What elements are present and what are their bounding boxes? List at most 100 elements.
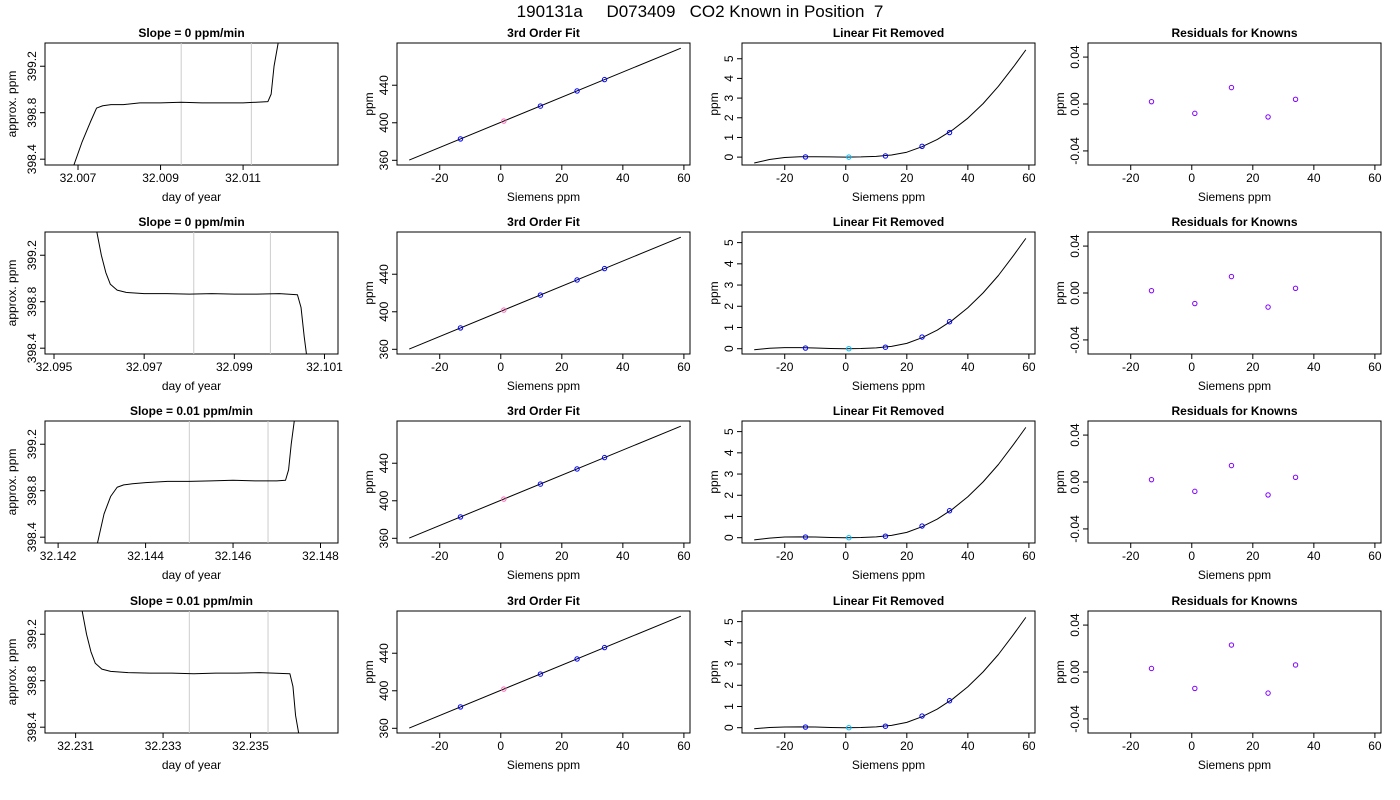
x-tick-label: 0	[497, 739, 504, 753]
y-tick-label: 0.04	[1068, 423, 1082, 447]
y-axis-label: ppm	[707, 470, 721, 493]
x-axis-label: Siemens ppm	[1198, 379, 1271, 393]
plot-frame	[741, 420, 1036, 544]
y-tick-label: 5	[722, 428, 736, 435]
y-tick-label: 1	[722, 324, 736, 331]
x-tick-label: 32.233	[145, 739, 182, 753]
panel-3-4: Residuals for Knowns -20 0 20 40 60 -0.04 0.00 0…	[1053, 404, 1382, 582]
plot-frame	[1087, 610, 1382, 734]
y-tick-label: -0.04	[1068, 705, 1082, 733]
y-tick-label: 0.04	[1068, 613, 1082, 637]
x-axis-label: Siemens ppm	[1198, 758, 1271, 772]
data-point	[1292, 474, 1299, 481]
y-tick-label: 2	[722, 114, 736, 121]
y-tick-label: 398.4	[25, 144, 39, 174]
y-tick-label: 400	[377, 680, 391, 700]
x-tick-label: 40	[616, 739, 630, 753]
x-tick-label: 40	[961, 739, 975, 753]
data-point	[946, 129, 953, 136]
y-tick-label: 0	[722, 724, 736, 731]
x-tick-label: 0	[497, 549, 504, 563]
y-tick-label: 2	[722, 303, 736, 310]
y-tick-label: 4	[722, 260, 736, 267]
y-tick-label: 400	[377, 301, 391, 321]
data-point	[501, 686, 507, 692]
x-axis-label: Siemens ppm	[507, 568, 580, 582]
data-point	[882, 344, 889, 350]
data-point	[802, 724, 809, 730]
y-tick-label: 398.4	[25, 333, 39, 363]
panel-title: 3rd Order Fit	[507, 594, 580, 608]
plot-area	[96, 232, 307, 354]
y-tick-label: -0.04	[1068, 515, 1082, 543]
data-point	[1292, 285, 1299, 292]
series-line	[754, 238, 1027, 351]
x-tick-label: 20	[900, 549, 914, 563]
plot-area	[1148, 642, 1299, 696]
y-tick-label: 4	[722, 75, 736, 82]
x-axis-label: Siemens ppm	[1198, 190, 1271, 204]
y-tick-label: 0	[722, 153, 736, 160]
plot-area	[96, 421, 295, 543]
y-tick-label: 399.2	[25, 240, 39, 270]
data-point	[574, 656, 580, 662]
data-point	[501, 307, 507, 313]
y-tick-label: 360	[377, 339, 391, 359]
y-tick-label: 399.2	[25, 429, 39, 459]
panel-2-2: 3rd Order Fit -20 0 20 40 60 360 400 440 Siemens …	[362, 215, 691, 393]
data-point	[846, 345, 852, 352]
panel-title: Residuals for Knowns	[1171, 404, 1297, 418]
y-axis-label: approx. ppm	[5, 639, 19, 706]
y-axis-label: ppm	[1053, 660, 1067, 683]
plot-area	[754, 617, 1027, 731]
y-tick-label: 4	[722, 449, 736, 456]
x-tick-label: -20	[1122, 360, 1140, 374]
panel-4-3: Linear Fit Removed -20 0 20 40 60 0 1 2 3 4 5 Siemen…	[707, 594, 1036, 772]
panel-title: Linear Fit Removed	[833, 26, 944, 40]
y-axis-label: approx. ppm	[5, 449, 19, 516]
y-tick-label: 1	[722, 134, 736, 141]
series-line	[409, 425, 682, 539]
y-tick-label: 0.04	[1068, 234, 1082, 258]
x-axis-label: day of year	[162, 379, 221, 393]
y-tick-label: 5	[722, 618, 736, 625]
y-axis-label: ppm	[362, 660, 376, 683]
x-tick-label: 32.146	[215, 549, 252, 563]
x-tick-label: 40	[616, 549, 630, 563]
y-tick-label: 3	[722, 281, 736, 288]
data-point	[1148, 476, 1155, 483]
series-line	[409, 615, 682, 729]
data-point	[882, 153, 889, 159]
plot-frame	[396, 420, 691, 544]
data-point	[1192, 110, 1198, 117]
y-tick-label: 400	[377, 490, 391, 510]
data-point	[601, 644, 608, 651]
data-point	[1228, 462, 1235, 469]
y-axis-label: approx. ppm	[5, 260, 19, 327]
series-line	[96, 232, 307, 354]
plot-frame	[741, 42, 1036, 166]
panel-1-3: Linear Fit Removed -20 0 20 40 60 0 1 2 3 4 5 Siemen…	[707, 26, 1036, 204]
x-tick-label: 32.144	[127, 549, 164, 563]
data-point	[1192, 488, 1198, 495]
y-axis-label: ppm	[707, 281, 721, 304]
series-line	[409, 236, 682, 350]
data-point	[537, 292, 544, 298]
data-point	[919, 523, 925, 529]
x-tick-label: 40	[961, 360, 975, 374]
x-tick-label: -20	[776, 360, 794, 374]
plot-frame	[1087, 231, 1382, 355]
panel-title: Linear Fit Removed	[833, 594, 944, 608]
y-axis-label: ppm	[362, 92, 376, 115]
y-tick-label: 360	[377, 718, 391, 738]
panel-title: Residuals for Knowns	[1171, 215, 1297, 229]
x-axis-label: Siemens ppm	[852, 758, 925, 772]
y-axis-label: ppm	[1053, 281, 1067, 304]
y-tick-label: 5	[722, 55, 736, 62]
y-tick-label: 360	[377, 528, 391, 548]
panel-3-3: Linear Fit Removed -20 0 20 40 60 0 1 2 3 4 5 Siemen…	[707, 404, 1036, 582]
data-point	[1265, 304, 1271, 310]
panel-title: Slope = 0.01 ppm/min	[130, 594, 253, 608]
x-axis-label: Siemens ppm	[507, 190, 580, 204]
x-axis-label: day of year	[162, 758, 221, 772]
